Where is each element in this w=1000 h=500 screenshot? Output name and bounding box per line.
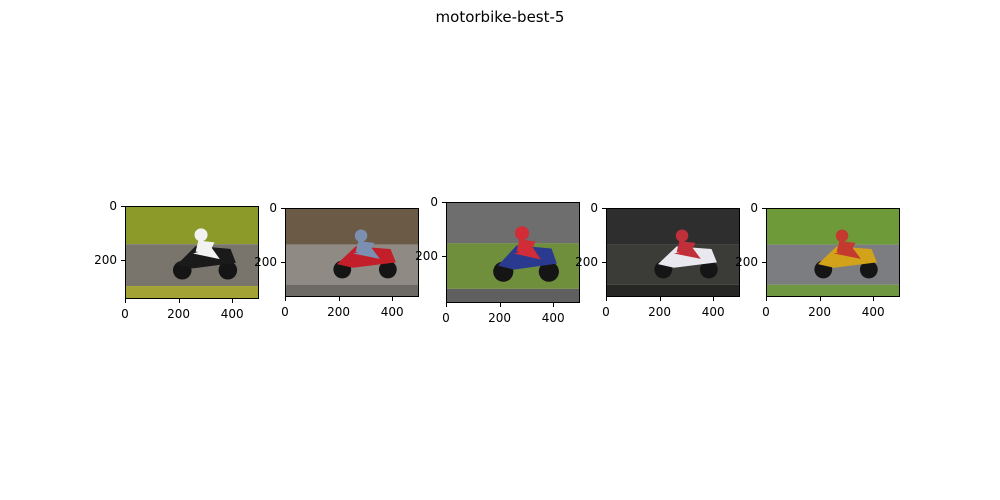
y-tick-label: 0 bbox=[430, 195, 438, 209]
x-tick-label: 400 bbox=[541, 311, 565, 325]
x-tick bbox=[766, 297, 767, 301]
x-tick bbox=[819, 297, 821, 301]
image-axes bbox=[285, 208, 419, 297]
y-tick bbox=[281, 208, 285, 209]
image-axes bbox=[606, 208, 740, 297]
x-tick bbox=[606, 297, 607, 301]
y-tick bbox=[121, 206, 125, 207]
x-tick-label: 0 bbox=[281, 305, 289, 319]
motorbike-photo bbox=[286, 209, 418, 296]
x-tick bbox=[659, 297, 661, 301]
y-tick bbox=[762, 261, 766, 263]
x-tick-label: 400 bbox=[861, 305, 885, 319]
x-tick bbox=[285, 297, 286, 301]
x-tick bbox=[178, 299, 180, 303]
x-tick-label: 200 bbox=[167, 307, 191, 321]
x-tick-label: 400 bbox=[380, 305, 404, 319]
figure-title: motorbike-best-5 bbox=[435, 8, 565, 26]
x-tick bbox=[553, 303, 555, 307]
x-tick-label: 200 bbox=[488, 311, 512, 325]
x-tick-label: 0 bbox=[442, 311, 450, 325]
x-tick bbox=[713, 297, 715, 301]
motorbike-photo bbox=[767, 209, 899, 296]
y-tick-label: 200 bbox=[575, 254, 598, 269]
image-axes bbox=[446, 202, 580, 303]
x-tick bbox=[125, 299, 126, 303]
y-tick bbox=[602, 208, 606, 209]
y-tick-label: 0 bbox=[109, 199, 117, 213]
motorbike-photo bbox=[607, 209, 739, 296]
y-tick bbox=[762, 208, 766, 209]
x-tick-label: 200 bbox=[327, 305, 351, 319]
x-tick bbox=[446, 303, 447, 307]
x-tick bbox=[232, 299, 234, 303]
y-tick-label: 200 bbox=[735, 254, 758, 269]
y-tick-label: 200 bbox=[94, 252, 117, 267]
x-tick bbox=[873, 297, 875, 301]
image-axes bbox=[766, 208, 900, 297]
y-tick bbox=[121, 259, 125, 261]
x-tick-label: 200 bbox=[648, 305, 672, 319]
motorbike-photo bbox=[447, 203, 579, 302]
x-tick-label: 0 bbox=[762, 305, 770, 319]
x-tick bbox=[392, 297, 394, 301]
x-tick bbox=[499, 303, 501, 307]
y-tick bbox=[442, 255, 446, 257]
y-tick-label: 0 bbox=[750, 201, 758, 215]
x-tick-label: 400 bbox=[701, 305, 725, 319]
y-tick bbox=[442, 202, 446, 203]
y-tick bbox=[602, 261, 606, 263]
y-tick-label: 200 bbox=[415, 248, 438, 263]
x-tick-label: 0 bbox=[602, 305, 610, 319]
x-tick-label: 400 bbox=[220, 307, 244, 321]
x-tick bbox=[338, 297, 340, 301]
x-tick-label: 0 bbox=[121, 307, 129, 321]
y-tick-label: 200 bbox=[254, 254, 277, 269]
y-tick-label: 0 bbox=[590, 201, 598, 215]
motorbike-photo bbox=[126, 207, 258, 298]
y-tick-label: 0 bbox=[269, 201, 277, 215]
image-axes bbox=[125, 206, 259, 299]
y-tick bbox=[281, 261, 285, 263]
x-tick-label: 200 bbox=[808, 305, 832, 319]
